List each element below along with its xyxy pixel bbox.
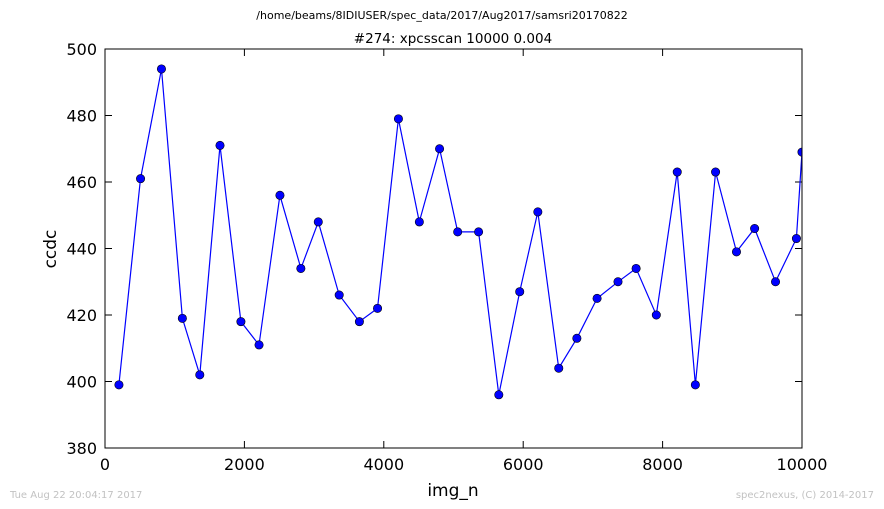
x-tick-label: 6000	[503, 455, 544, 474]
x-tick-label: 8000	[642, 455, 683, 474]
y-tick-label: 380	[66, 439, 97, 458]
y-tick-label: 480	[66, 107, 97, 126]
data-point	[572, 333, 582, 343]
data-point	[435, 144, 445, 154]
data-point	[414, 217, 424, 227]
data-point	[533, 207, 543, 217]
data-point	[771, 277, 781, 287]
y-tick-label: 440	[66, 240, 97, 259]
data-point	[275, 190, 285, 200]
data-point	[651, 310, 661, 320]
data-point	[554, 363, 564, 373]
data-point	[215, 140, 225, 150]
data-point	[334, 290, 344, 300]
data-point	[592, 293, 602, 303]
data-point	[494, 390, 504, 400]
data-point	[156, 64, 166, 74]
data-point	[114, 380, 124, 390]
y-axis-label: ccdc	[41, 230, 61, 269]
scan-title: #274: xpcsscan 10000 0.004	[354, 31, 552, 47]
data-point	[631, 263, 641, 273]
data-point	[354, 317, 364, 327]
data-point	[750, 224, 760, 234]
file-path-title: /home/beams/8IDIUSER/spec_data/2017/Aug2…	[256, 9, 627, 22]
series-line	[118, 68, 802, 395]
data-point	[393, 114, 403, 124]
data-point	[672, 167, 682, 177]
y-tick-label: 400	[66, 373, 97, 392]
x-tick-label: 10000	[777, 455, 828, 474]
data-point	[136, 174, 146, 184]
data-point	[791, 234, 801, 244]
data-point	[296, 263, 306, 273]
x-tick-label: 0	[100, 455, 110, 474]
data-point	[711, 167, 721, 177]
y-tick-label: 420	[66, 306, 97, 325]
footer-timestamp: Tue Aug 22 20:04:17 2017	[9, 490, 142, 501]
y-tick-label: 500	[66, 40, 97, 59]
data-point	[690, 380, 700, 390]
data-point	[453, 227, 463, 237]
data-point	[474, 227, 484, 237]
data-point	[731, 247, 741, 257]
data-point	[515, 287, 525, 297]
data-point	[373, 303, 383, 313]
plot-area: 0 2000 4000 6000 8000 10000 380 400 420 440 460 480…	[66, 40, 827, 474]
data-point	[254, 340, 264, 350]
x-tick-label: 2000	[224, 455, 265, 474]
plot-frame	[104, 48, 803, 449]
data-point	[195, 370, 205, 380]
x-axis-label: img_n	[427, 481, 478, 501]
data-point	[613, 277, 623, 287]
data-point	[313, 217, 323, 227]
data-point	[177, 313, 187, 323]
y-tick-label: 460	[66, 173, 97, 192]
x-tick-label: 4000	[363, 455, 404, 474]
footer-credit: spec2nexus, (C) 2014-2017	[736, 490, 874, 501]
data-point	[236, 317, 246, 327]
